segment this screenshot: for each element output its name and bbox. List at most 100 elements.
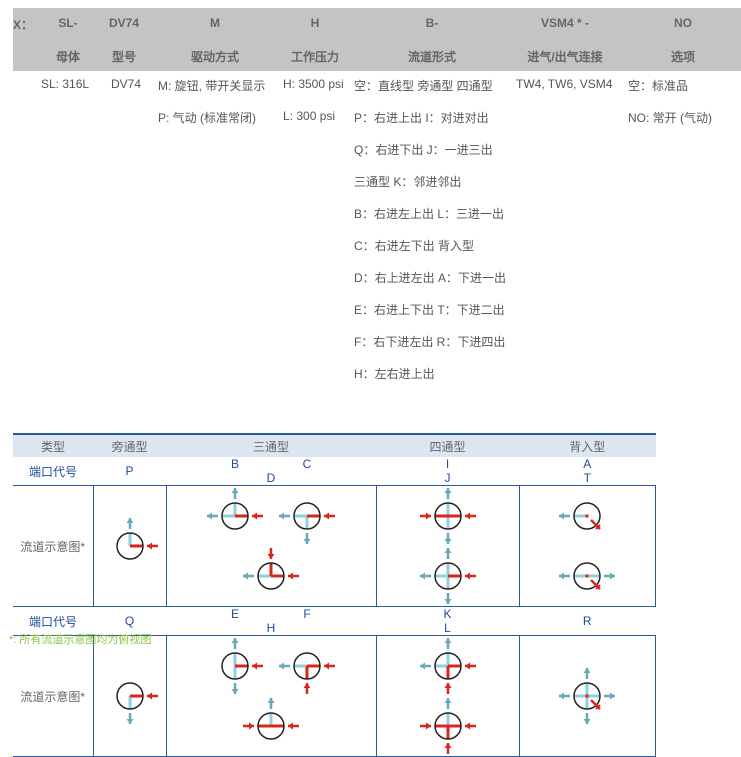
outlet-arrow-icon <box>279 512 290 520</box>
inlet-arrow-icon <box>464 722 476 730</box>
header-code: X： <box>13 18 34 32</box>
flow-diagram-Q <box>115 682 158 724</box>
flow-diagram-E <box>221 638 263 694</box>
flow-diagram-C <box>279 502 335 544</box>
header-label: 流道形式 <box>407 50 457 64</box>
outlet-arrow-icon <box>267 698 275 709</box>
port-code: K <box>443 607 452 621</box>
body-value: SL: 316L <box>41 77 90 91</box>
outlet-arrow-icon <box>444 488 451 499</box>
port-code: I <box>445 457 450 471</box>
outlet-arrow-icon <box>559 692 571 700</box>
inlet-arrow-icon <box>444 743 451 754</box>
flow-diagram-L <box>419 698 476 754</box>
diagram-group <box>375 635 520 757</box>
header-code: H <box>310 16 320 30</box>
model-value: DV74 <box>111 77 142 91</box>
port-code: D <box>266 471 276 485</box>
outlet-arrow-icon <box>126 713 133 724</box>
type-back: 背入型 <box>519 433 656 457</box>
inlet-arrow-icon <box>288 722 299 730</box>
outlet-arrow-icon <box>444 533 451 544</box>
port-code: H <box>266 621 276 635</box>
header-band <box>13 8 741 71</box>
flow-value: F：右下进左出 R：下进四出 <box>354 335 506 349</box>
inlet-arrow-icon <box>419 512 431 520</box>
actuator-value: M: 旋钮, 带开关显示 <box>158 79 266 93</box>
outlet-arrow-icon <box>231 638 239 649</box>
flow-diagram-K <box>419 638 476 694</box>
footnote: *: 所有流道示意图均为俯视图 <box>9 634 152 646</box>
port-code-group: E F H <box>166 606 376 636</box>
outlet-arrow-icon <box>444 593 451 604</box>
outlet-arrow-icon <box>604 572 616 580</box>
outlet-arrow-icon <box>444 638 451 649</box>
port-code-group: R <box>519 606 656 636</box>
outlet-arrow-icon <box>444 548 451 559</box>
actuator-value: P: 气动 (标准常闭) <box>158 111 256 125</box>
diagram-group <box>518 635 656 757</box>
flow-diagram-B <box>207 488 263 530</box>
flow-diagram-D <box>243 548 299 590</box>
flow-diagram-F <box>279 652 335 694</box>
diagram-label: 流道示意图* <box>13 485 94 607</box>
diagram-group <box>518 485 656 607</box>
flow-value: H：左右进上出 <box>354 367 435 381</box>
port-code-group: B C D <box>166 457 376 486</box>
outlet-arrow-icon <box>243 572 254 580</box>
type-header: 类型 <box>13 433 93 457</box>
inlet-arrow-icon <box>252 662 263 670</box>
type-3way: 三通型 <box>166 433 376 457</box>
flow-value: Q：右进下出 J：一进三出 <box>354 143 493 157</box>
flow-diagram-P <box>115 518 158 560</box>
header-code: VSM4 * - <box>540 16 590 30</box>
port-code: B <box>230 457 239 471</box>
flow-diagram-J <box>419 548 476 604</box>
outlet-arrow-icon <box>559 572 571 580</box>
outlet-arrow-icon <box>583 713 591 724</box>
header-code: NO <box>674 16 692 30</box>
header-label: 型号 <box>111 50 137 64</box>
port-code: C <box>302 457 312 471</box>
options-value: NO: 常开 (气动) <box>628 111 712 125</box>
connection-value: TW4, TW6, VSM4 <box>516 77 613 91</box>
flow-value: 三通型 K：邻进邻出 <box>354 175 462 189</box>
header-label: 进气/出气连接 <box>527 50 603 64</box>
inlet-arrow-icon <box>146 692 158 700</box>
flow-value: D：右上进左出 A：下进一出 <box>354 271 507 285</box>
inlet-arrow-icon <box>324 662 335 670</box>
inlet-arrow-icon <box>288 572 299 580</box>
flow-value: P：右进上出 I：对进对出 <box>354 111 489 125</box>
port-code: L <box>444 621 451 635</box>
flow-diagram-I <box>419 488 476 544</box>
outlet-arrow-icon <box>279 662 290 670</box>
diagram-group <box>165 485 377 607</box>
port-code: P <box>125 464 134 478</box>
inlet-arrow-icon <box>464 512 476 520</box>
options-value: 空：标准品 <box>628 79 689 93</box>
flow-value: E：右进上下出 T：下进二出 <box>354 303 505 317</box>
outlet-arrow-icon <box>604 692 616 700</box>
inlet-arrow-icon <box>324 512 335 520</box>
header-code: SL- <box>58 16 78 30</box>
port-code-label: 端口代号 <box>13 457 93 486</box>
pressure-value: L: 300 psi <box>283 109 336 123</box>
inlet-arrow-icon <box>464 662 476 670</box>
header-label: 工作压力 <box>290 50 340 64</box>
port-code-group: KL <box>376 606 519 636</box>
port-code-group: P <box>93 457 166 486</box>
outlet-arrow-icon <box>126 518 133 529</box>
flow-value: B：右进左上出 L：三进一出 <box>354 207 505 221</box>
outlet-arrow-icon <box>303 533 311 544</box>
inlet-arrow-icon <box>252 512 263 520</box>
port-code: F <box>303 607 311 621</box>
outlet-arrow-icon <box>559 512 571 520</box>
port-code-group: Q <box>93 606 166 636</box>
diagram-label: 流道示意图* <box>13 635 94 757</box>
inlet-arrow-icon <box>267 548 275 559</box>
header-label: 驱动方式 <box>190 50 240 64</box>
outlet-arrow-icon <box>419 572 431 580</box>
flow-diagram-H <box>243 698 299 740</box>
inlet-arrow-icon <box>243 722 254 730</box>
flow-value: 空：直线型 旁通型 四通型 <box>354 79 493 93</box>
